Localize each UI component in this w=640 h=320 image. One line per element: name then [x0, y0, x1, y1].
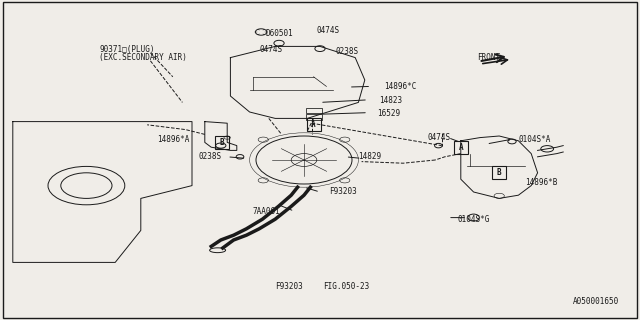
Bar	[307, 118, 321, 131]
Bar	[215, 136, 229, 149]
Text: 0104S*A: 0104S*A	[518, 135, 551, 144]
Text: FIG.050-23: FIG.050-23	[323, 282, 369, 291]
Bar	[454, 141, 468, 154]
Text: 0238S: 0238S	[336, 47, 359, 56]
Text: 90371□(PLUG): 90371□(PLUG)	[99, 45, 155, 54]
Text: 14829: 14829	[358, 152, 381, 161]
Text: 14896*C: 14896*C	[384, 82, 417, 91]
Text: A: A	[458, 143, 463, 152]
Text: FRONT: FRONT	[477, 53, 500, 62]
Text: A: A	[311, 120, 316, 129]
Text: 0474S: 0474S	[428, 133, 451, 142]
Text: B: B	[497, 168, 502, 177]
Text: B: B	[220, 138, 225, 147]
Bar	[306, 114, 322, 120]
Text: 14823: 14823	[379, 96, 402, 105]
Text: 7AA061: 7AA061	[253, 207, 280, 216]
Text: F93203: F93203	[330, 188, 357, 196]
Text: 0474S: 0474S	[259, 45, 282, 54]
Bar	[306, 108, 322, 113]
Bar	[492, 166, 506, 179]
Text: F93203: F93203	[275, 282, 303, 291]
Text: 0238S: 0238S	[198, 152, 221, 161]
Text: 14896*A: 14896*A	[157, 135, 189, 144]
Text: (EXC.SECONDARY AIR): (EXC.SECONDARY AIR)	[99, 53, 187, 62]
Text: 0474S: 0474S	[317, 26, 340, 35]
Text: 0104S*G: 0104S*G	[458, 215, 490, 224]
Text: 14896*B: 14896*B	[525, 178, 557, 187]
Text: 16529: 16529	[378, 109, 401, 118]
Text: A050001650: A050001650	[573, 297, 619, 306]
Text: D60501: D60501	[266, 29, 293, 38]
